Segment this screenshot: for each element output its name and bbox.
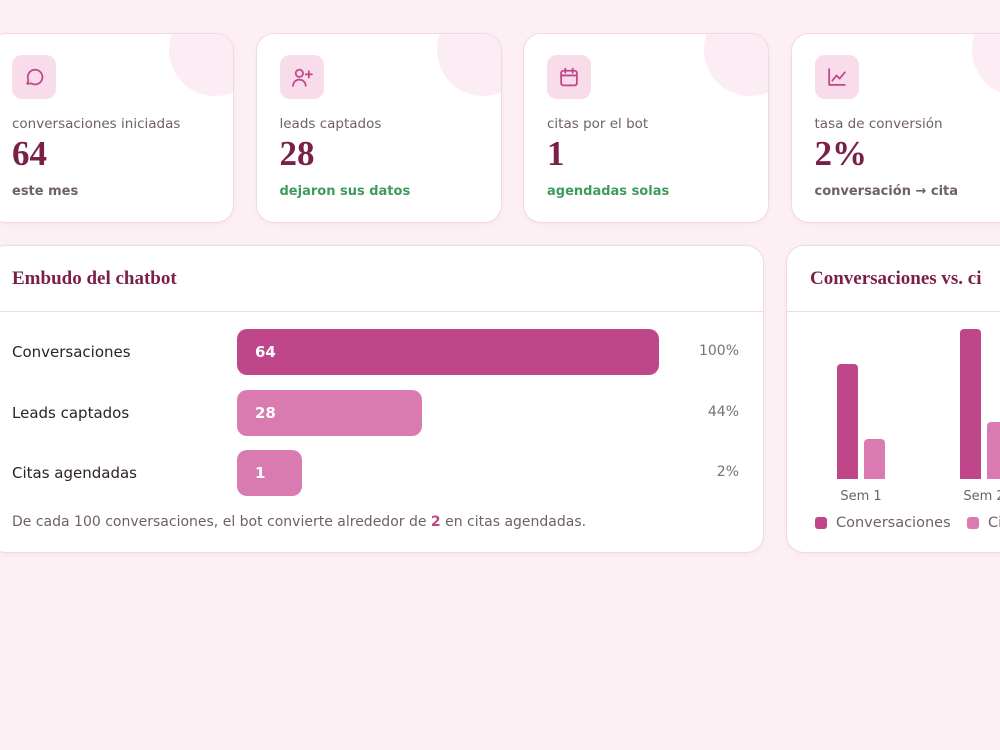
stage-share: 2%	[716, 464, 739, 480]
funnel-title: Embudo del chatbot	[12, 268, 177, 289]
stage-share: 100%	[698, 343, 739, 359]
funnel-bar: 64	[237, 329, 659, 375]
x-tick-label: Sem 1	[840, 489, 882, 504]
icon	[827, 68, 846, 86]
bar	[837, 364, 858, 479]
stage-name: Citas agendadas	[12, 464, 137, 482]
kpi-value: 1	[547, 134, 565, 173]
icon	[291, 68, 313, 87]
footnote-highlight: 2	[430, 514, 441, 530]
decoration	[971, 34, 1000, 96]
legend-label: Conversaciones	[836, 515, 951, 531]
kpi-value: 28	[279, 134, 315, 173]
stage-name: Leads captados	[12, 403, 130, 422]
chart-card: Conversaciones vs. ci Sem 1 Sem 2 Conversa…	[786, 245, 1000, 553]
kpi-icon	[279, 55, 324, 99]
legend-entry: Ci	[967, 515, 1000, 531]
kpi-card: leads captados 28 dejaron sus datos	[255, 33, 502, 223]
kpi-card: citas por el bot 1 agendadas solas	[523, 33, 769, 223]
funnel-bar: 1	[237, 450, 302, 496]
kpi-icon	[12, 55, 56, 99]
chart-title: Conversaciones vs. ci	[810, 268, 982, 289]
bar	[960, 329, 981, 479]
footnote: De cada 100 conversaciones, el bot convi…	[12, 514, 586, 530]
decoration	[169, 34, 233, 96]
legend-swatch	[815, 517, 827, 529]
kpi-label: leads captados	[279, 116, 382, 132]
divider	[0, 311, 763, 312]
legend-swatch	[967, 517, 979, 529]
kpi-icon	[547, 55, 591, 99]
icon	[560, 67, 578, 87]
kpi-note: agendadas solas	[547, 184, 670, 199]
footnote-text: en citas agendadas.	[440, 514, 587, 530]
stage-name: Conversaciones	[12, 343, 131, 361]
kpi-value: 2%	[814, 134, 868, 173]
bar	[987, 421, 1000, 479]
icon	[26, 68, 44, 86]
decoration	[436, 34, 501, 96]
kpi-label: citas por el bot	[547, 116, 649, 132]
kpi-note: conversación → cita	[814, 184, 959, 199]
decoration	[704, 34, 768, 96]
funnel-card: Embudo del chatbot Conversaciones 64 100% L…	[0, 245, 764, 553]
divider	[787, 311, 1000, 312]
stage-share: 44%	[707, 403, 739, 420]
bar	[864, 439, 885, 479]
x-tick-label: Sem 2	[963, 489, 1000, 504]
kpi-card: conversaciones iniciadas 64 este mes	[0, 33, 234, 223]
kpi-icon	[814, 55, 859, 99]
kpi-note: este mes	[12, 184, 79, 199]
kpi-label: tasa de conversión	[814, 116, 943, 132]
legend-label: Ci	[988, 515, 1000, 531]
kpi-note: dejaron sus datos	[279, 184, 411, 199]
footnote-text: De cada 100 conversaciones, el bot convi…	[12, 514, 431, 530]
kpi-card: tasa de conversión 2% conversación → cita	[790, 33, 1000, 223]
kpi-value: 64	[12, 134, 47, 173]
kpi-label: conversaciones iniciadas	[12, 116, 181, 132]
legend-entry: Conversaciones	[815, 515, 951, 531]
funnel-bar: 28	[237, 389, 422, 436]
